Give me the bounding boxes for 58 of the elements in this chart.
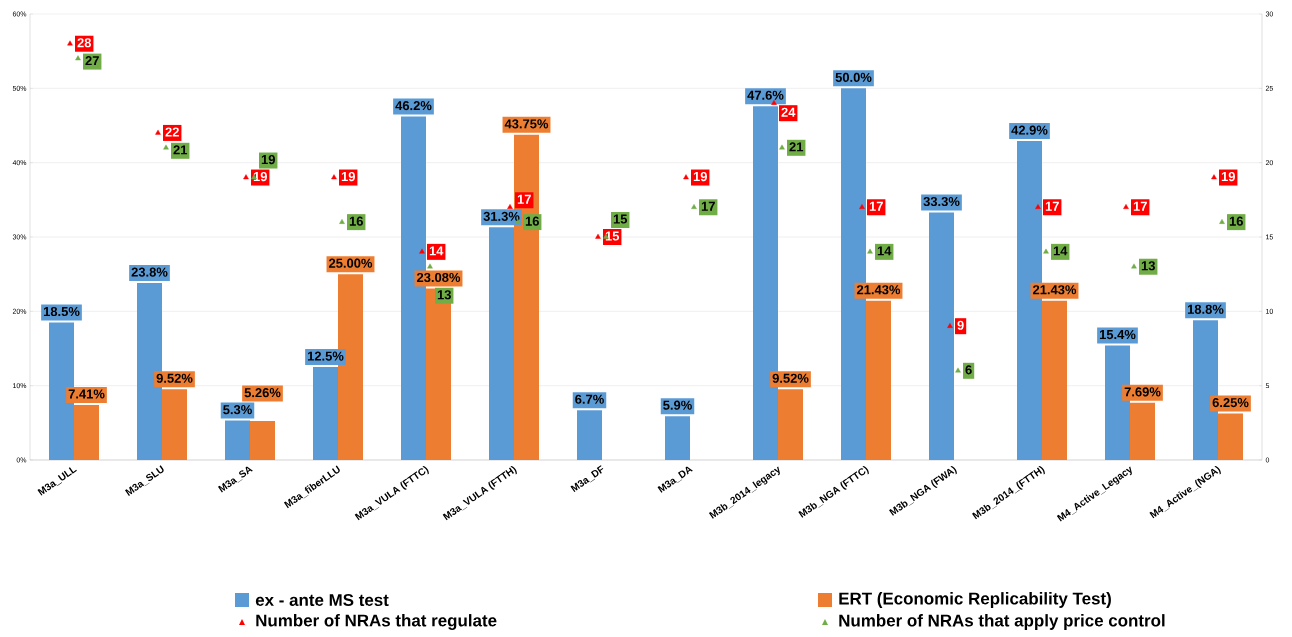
- data-label: 13: [1141, 261, 1155, 271]
- data-label: 27: [85, 56, 99, 66]
- data-label: 5.26%: [244, 388, 281, 398]
- data-label: 17: [701, 201, 715, 211]
- data-label: 17: [517, 194, 531, 204]
- data-label: 9: [957, 320, 964, 330]
- data-label: 21: [173, 145, 188, 155]
- data-label: 19: [1221, 171, 1235, 182]
- data-label: 14: [1053, 246, 1068, 256]
- legend-label: Number of NRAs that regulate: [256, 614, 497, 630]
- data-label: 15: [613, 214, 628, 224]
- data-label: 14: [429, 246, 444, 256]
- data-label: 22: [165, 127, 179, 137]
- data-label: 24: [781, 107, 796, 117]
- data-label: 17: [1133, 201, 1147, 211]
- legend-label: ex - ante MS test: [255, 594, 389, 606]
- data-label: 43.75%: [504, 119, 549, 129]
- data-label: 7.41%: [68, 389, 105, 399]
- data-label: 21: [789, 142, 804, 152]
- data-label: 19: [693, 171, 707, 182]
- data-label: 31.3%: [483, 211, 520, 221]
- data-label: 15: [605, 231, 620, 241]
- data-label: 42.9%: [1011, 125, 1048, 135]
- legend-label: ERT (Economic Replicability Test): [839, 592, 1111, 608]
- data-label: 19: [253, 171, 267, 182]
- data-label: 17: [1045, 201, 1059, 211]
- data-label: 6.7%: [575, 394, 604, 404]
- data-label: 17: [869, 201, 883, 211]
- data-label: 5.9%: [663, 400, 692, 410]
- data-label: 16: [349, 216, 363, 226]
- data-label: 5.3%: [223, 405, 252, 415]
- data-label: 13: [437, 290, 451, 300]
- data-label: 9.52%: [772, 373, 809, 383]
- data-label: 19: [261, 154, 275, 165]
- data-label: 50.0%: [835, 72, 872, 82]
- data-label: 25.00%: [328, 258, 373, 268]
- data-label: 6.25%: [1212, 397, 1249, 408]
- data-label: 33.3%: [923, 196, 960, 207]
- data-label: 28: [77, 38, 92, 48]
- data-label: 47.6%: [747, 90, 784, 100]
- data-label: 9.52%: [156, 373, 193, 383]
- data-label: 14: [877, 246, 892, 256]
- legend-label: Number of NRAs that apply price control: [839, 614, 1165, 630]
- data-label: 7.69%: [1124, 387, 1161, 397]
- data-label: 46.2%: [395, 101, 432, 111]
- data-label: 16: [525, 216, 539, 226]
- data-label: 18.8%: [1187, 304, 1224, 314]
- data-label: 16: [1229, 216, 1243, 226]
- data-label: 23.08%: [416, 272, 461, 283]
- bar: [250, 420, 275, 460]
- data-label: 19: [341, 171, 355, 182]
- data-label: 12.5%: [307, 351, 344, 361]
- data-label: 15.4%: [1099, 330, 1136, 340]
- data-label: 21.43%: [1032, 285, 1077, 295]
- data-label: 6: [965, 365, 972, 375]
- data-label: 18.5%: [43, 306, 80, 317]
- data-label: 21.43%: [856, 285, 901, 295]
- data-label: 23.8%: [131, 267, 168, 277]
